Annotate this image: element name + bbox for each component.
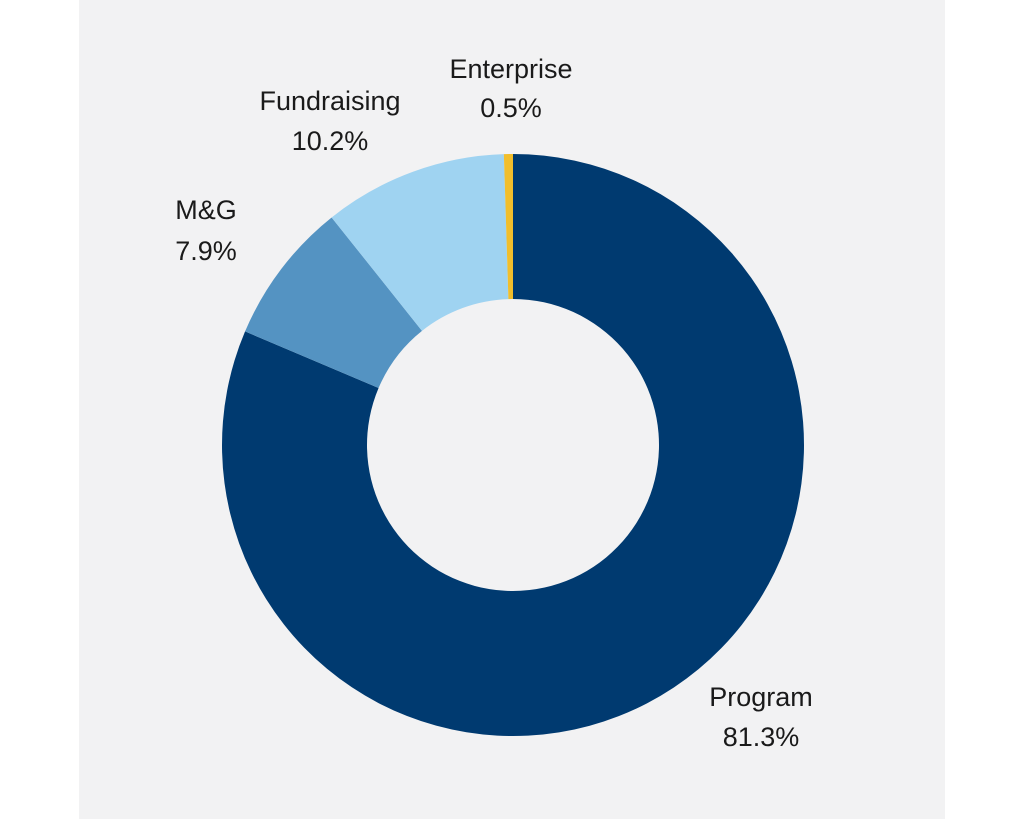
donut-slice-enterprise <box>503 154 513 300</box>
slice-value-program: 81.3% <box>723 722 800 752</box>
donut-slice-fundraising <box>331 154 509 331</box>
slice-value-mg: 7.9% <box>175 236 237 266</box>
slice-label-enterprise: Enterprise <box>449 54 572 84</box>
slice-label-fundraising: Fundraising <box>259 86 400 116</box>
donut-slice-program <box>222 154 805 736</box>
slice-labels: Enterprise 0.5% Fundraising 10.2% M&G 7.… <box>175 54 813 752</box>
slice-label-mg: M&G <box>175 195 237 225</box>
donut-slices <box>222 154 805 736</box>
slice-value-enterprise: 0.5% <box>480 93 542 123</box>
donut-slice-m-g <box>245 217 422 389</box>
slice-value-fundraising: 10.2% <box>292 126 369 156</box>
slice-label-program: Program <box>709 682 813 712</box>
